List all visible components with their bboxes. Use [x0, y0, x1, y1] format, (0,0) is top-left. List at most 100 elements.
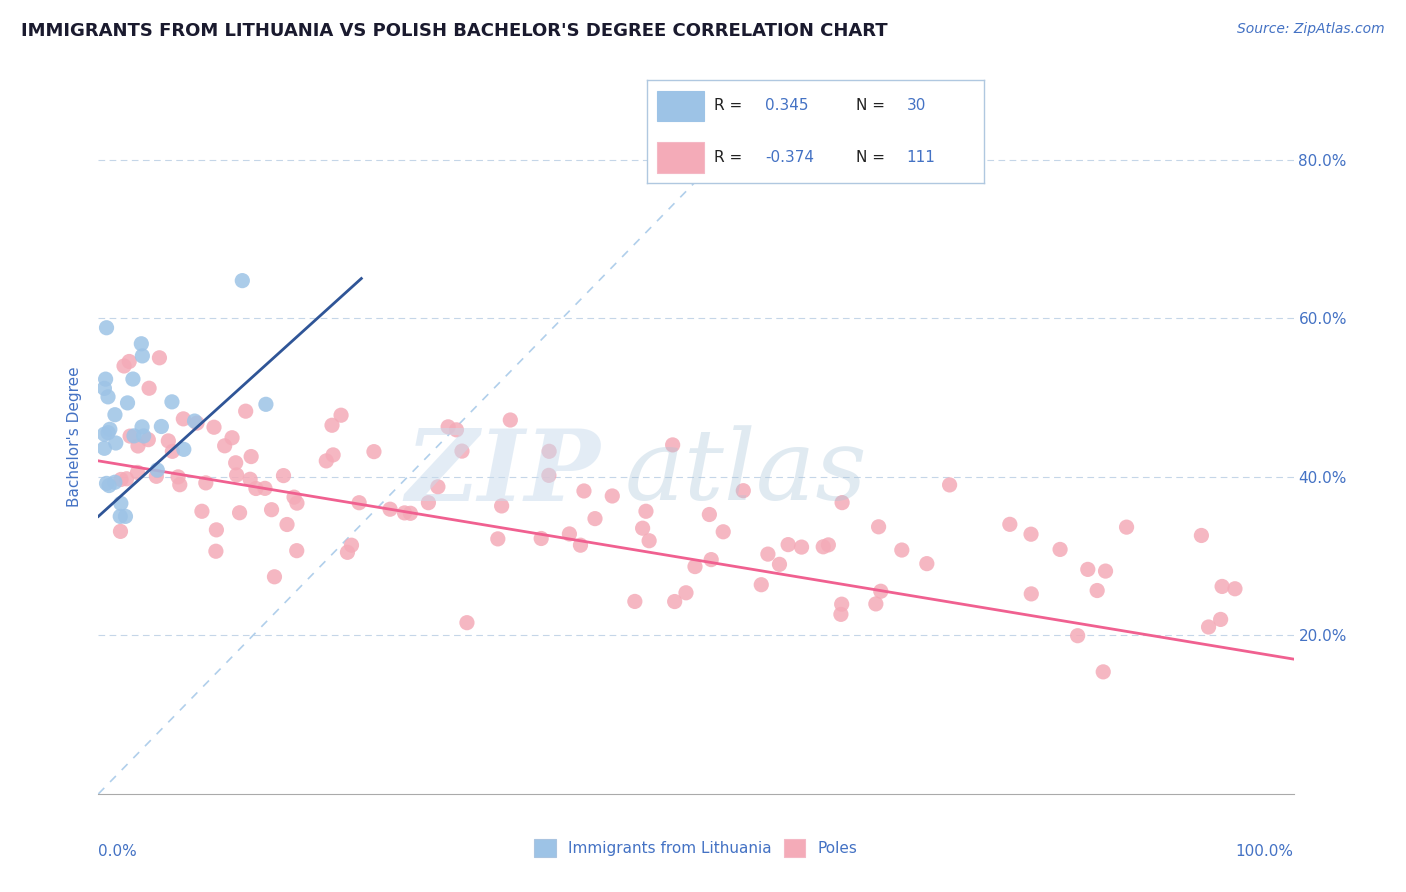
Text: R =: R = [714, 150, 742, 165]
Point [120, 429, 142, 443]
Point [202, 420, 225, 434]
Text: IMMIGRANTS FROM LITHUANIA VS POLISH BACHELOR'S DEGREE CORRELATION CHART: IMMIGRANTS FROM LITHUANIA VS POLISH BACH… [21, 22, 887, 40]
Point [205, 523, 228, 537]
Point [225, 456, 247, 470]
Point [733, 483, 755, 498]
Point [276, 517, 298, 532]
Point [322, 448, 344, 462]
Point [98, 422, 121, 436]
Point [97, 425, 120, 440]
Point [451, 444, 474, 458]
Point [569, 538, 592, 552]
Point [675, 586, 697, 600]
Text: N =: N = [856, 98, 884, 113]
Point [1211, 579, 1233, 593]
Point [624, 594, 647, 608]
Point [145, 469, 167, 483]
Point [110, 473, 132, 487]
Point [115, 472, 138, 486]
Point [998, 517, 1021, 532]
Point [363, 444, 385, 458]
Point [817, 538, 839, 552]
Point [321, 418, 343, 433]
Text: 0.345: 0.345 [765, 98, 808, 113]
Point [96, 320, 118, 334]
Point [664, 594, 686, 608]
Point [699, 508, 721, 522]
Point [394, 506, 416, 520]
Point [1019, 527, 1042, 541]
Point [239, 472, 262, 486]
Point [186, 416, 208, 430]
Point [1115, 520, 1137, 534]
Point [285, 496, 308, 510]
Point [110, 524, 132, 539]
Point [146, 463, 169, 477]
Text: 30: 30 [907, 98, 927, 113]
Point [790, 540, 813, 554]
Point [245, 482, 267, 496]
Point [148, 351, 170, 365]
Point [890, 543, 912, 558]
Point [683, 559, 706, 574]
Point [191, 504, 214, 518]
FancyBboxPatch shape [657, 142, 704, 173]
Point [117, 396, 139, 410]
Point [340, 538, 363, 552]
Point [160, 394, 183, 409]
Point [530, 532, 553, 546]
Point [437, 420, 460, 434]
Point [127, 439, 149, 453]
Point [110, 509, 132, 524]
Text: ZIP: ZIP [405, 425, 600, 521]
Point [1092, 665, 1115, 679]
Point [96, 476, 118, 491]
Point [711, 524, 734, 539]
Text: -0.374: -0.374 [765, 150, 814, 165]
Point [330, 408, 353, 422]
Y-axis label: Bachelor's Degree: Bachelor's Degree [67, 367, 83, 508]
Point [104, 408, 127, 422]
Point [418, 496, 440, 510]
Point [98, 478, 121, 492]
Point [93, 442, 115, 456]
Point [830, 607, 852, 622]
Point [114, 509, 136, 524]
Point [537, 468, 560, 483]
Point [150, 419, 173, 434]
Point [661, 438, 683, 452]
Point [285, 543, 308, 558]
Point [136, 433, 159, 447]
Point [486, 532, 509, 546]
Point [138, 381, 160, 395]
Point [538, 444, 561, 458]
Point [127, 466, 149, 480]
Point [869, 584, 891, 599]
Point [194, 475, 217, 490]
Point [132, 429, 155, 443]
Point [378, 502, 401, 516]
Point [631, 521, 654, 535]
Point [315, 454, 337, 468]
Point [93, 427, 115, 442]
Text: 100.0%: 100.0% [1236, 844, 1294, 859]
Text: N =: N = [856, 150, 884, 165]
Point [214, 439, 236, 453]
Point [122, 429, 145, 443]
Point [491, 499, 513, 513]
Point [131, 349, 153, 363]
Point [915, 557, 938, 571]
Point [938, 478, 960, 492]
Point [104, 475, 127, 490]
Text: R =: R = [714, 98, 742, 113]
Point [1198, 620, 1220, 634]
Point [93, 381, 115, 395]
Point [167, 470, 190, 484]
Point [205, 544, 228, 558]
Point [600, 489, 623, 503]
Point [1094, 564, 1116, 578]
Point [1049, 542, 1071, 557]
Point [263, 570, 285, 584]
Point [634, 504, 657, 518]
Point [572, 483, 595, 498]
